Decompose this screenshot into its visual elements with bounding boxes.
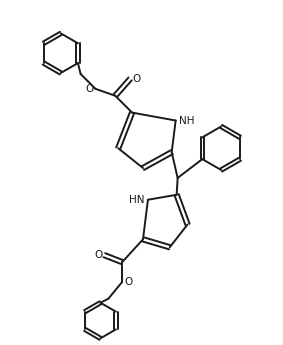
- Text: O: O: [94, 250, 102, 260]
- Text: NH: NH: [179, 116, 194, 126]
- Text: O: O: [132, 74, 140, 84]
- Text: O: O: [85, 84, 93, 94]
- Text: O: O: [124, 277, 132, 287]
- Text: HN: HN: [129, 195, 145, 205]
